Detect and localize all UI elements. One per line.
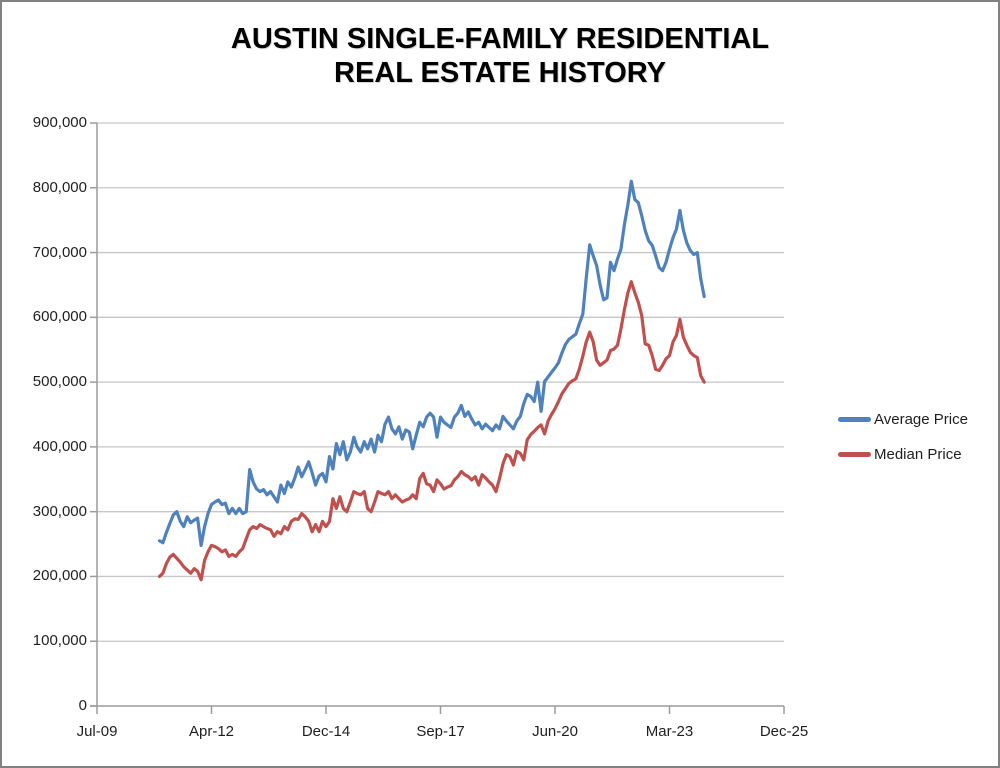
y-axis-label: 200,000: [32, 567, 87, 585]
legend-label-median-price: Median Price: [874, 445, 962, 463]
chart-title-line1: AUSTIN SINGLE-FAMILY RESIDENTIAL: [230, 23, 770, 55]
y-axis-label: 500,000: [32, 373, 87, 391]
average-price-line-swatch: [838, 416, 871, 422]
y-axis-label: 700,000: [32, 243, 87, 261]
average-price-line: [157, 179, 706, 548]
legend-item-average-price: Average Price: [838, 408, 968, 430]
legend-item-median-price: Median Price: [838, 443, 968, 465]
chart-legend: Average Price Median Price: [838, 408, 968, 478]
chart-title: AUSTIN SINGLE-FAMILY RESIDENTIAL REAL ES…: [2, 22, 998, 90]
legend-label-average-price: Average Price: [874, 410, 968, 428]
x-axis-label: Dec-14: [301, 723, 351, 740]
x-axis-label: Apr-12: [188, 723, 235, 740]
y-axis-label: 800,000: [32, 178, 87, 196]
y-axis-label: 600,000: [32, 308, 87, 326]
x-axis-label: Jul-09: [76, 723, 118, 740]
median-price-line-swatch: [838, 451, 871, 457]
median-price-line: [157, 280, 706, 582]
chart-title-line2: REAL ESTATE HISTORY: [334, 57, 666, 89]
x-axis-label: Sep-17: [416, 723, 465, 740]
y-axis-label: 900,000: [32, 114, 87, 131]
y-axis-label: 0: [78, 697, 87, 714]
x-axis-label: Jun-20: [532, 723, 578, 740]
y-axis-label: 300,000: [32, 502, 87, 520]
x-axis-label: Dec-25: [759, 723, 809, 740]
x-axis-label: Mar-23: [645, 723, 694, 740]
y-axis-label: 400,000: [32, 437, 87, 455]
y-axis-label: 100,000: [32, 632, 87, 650]
